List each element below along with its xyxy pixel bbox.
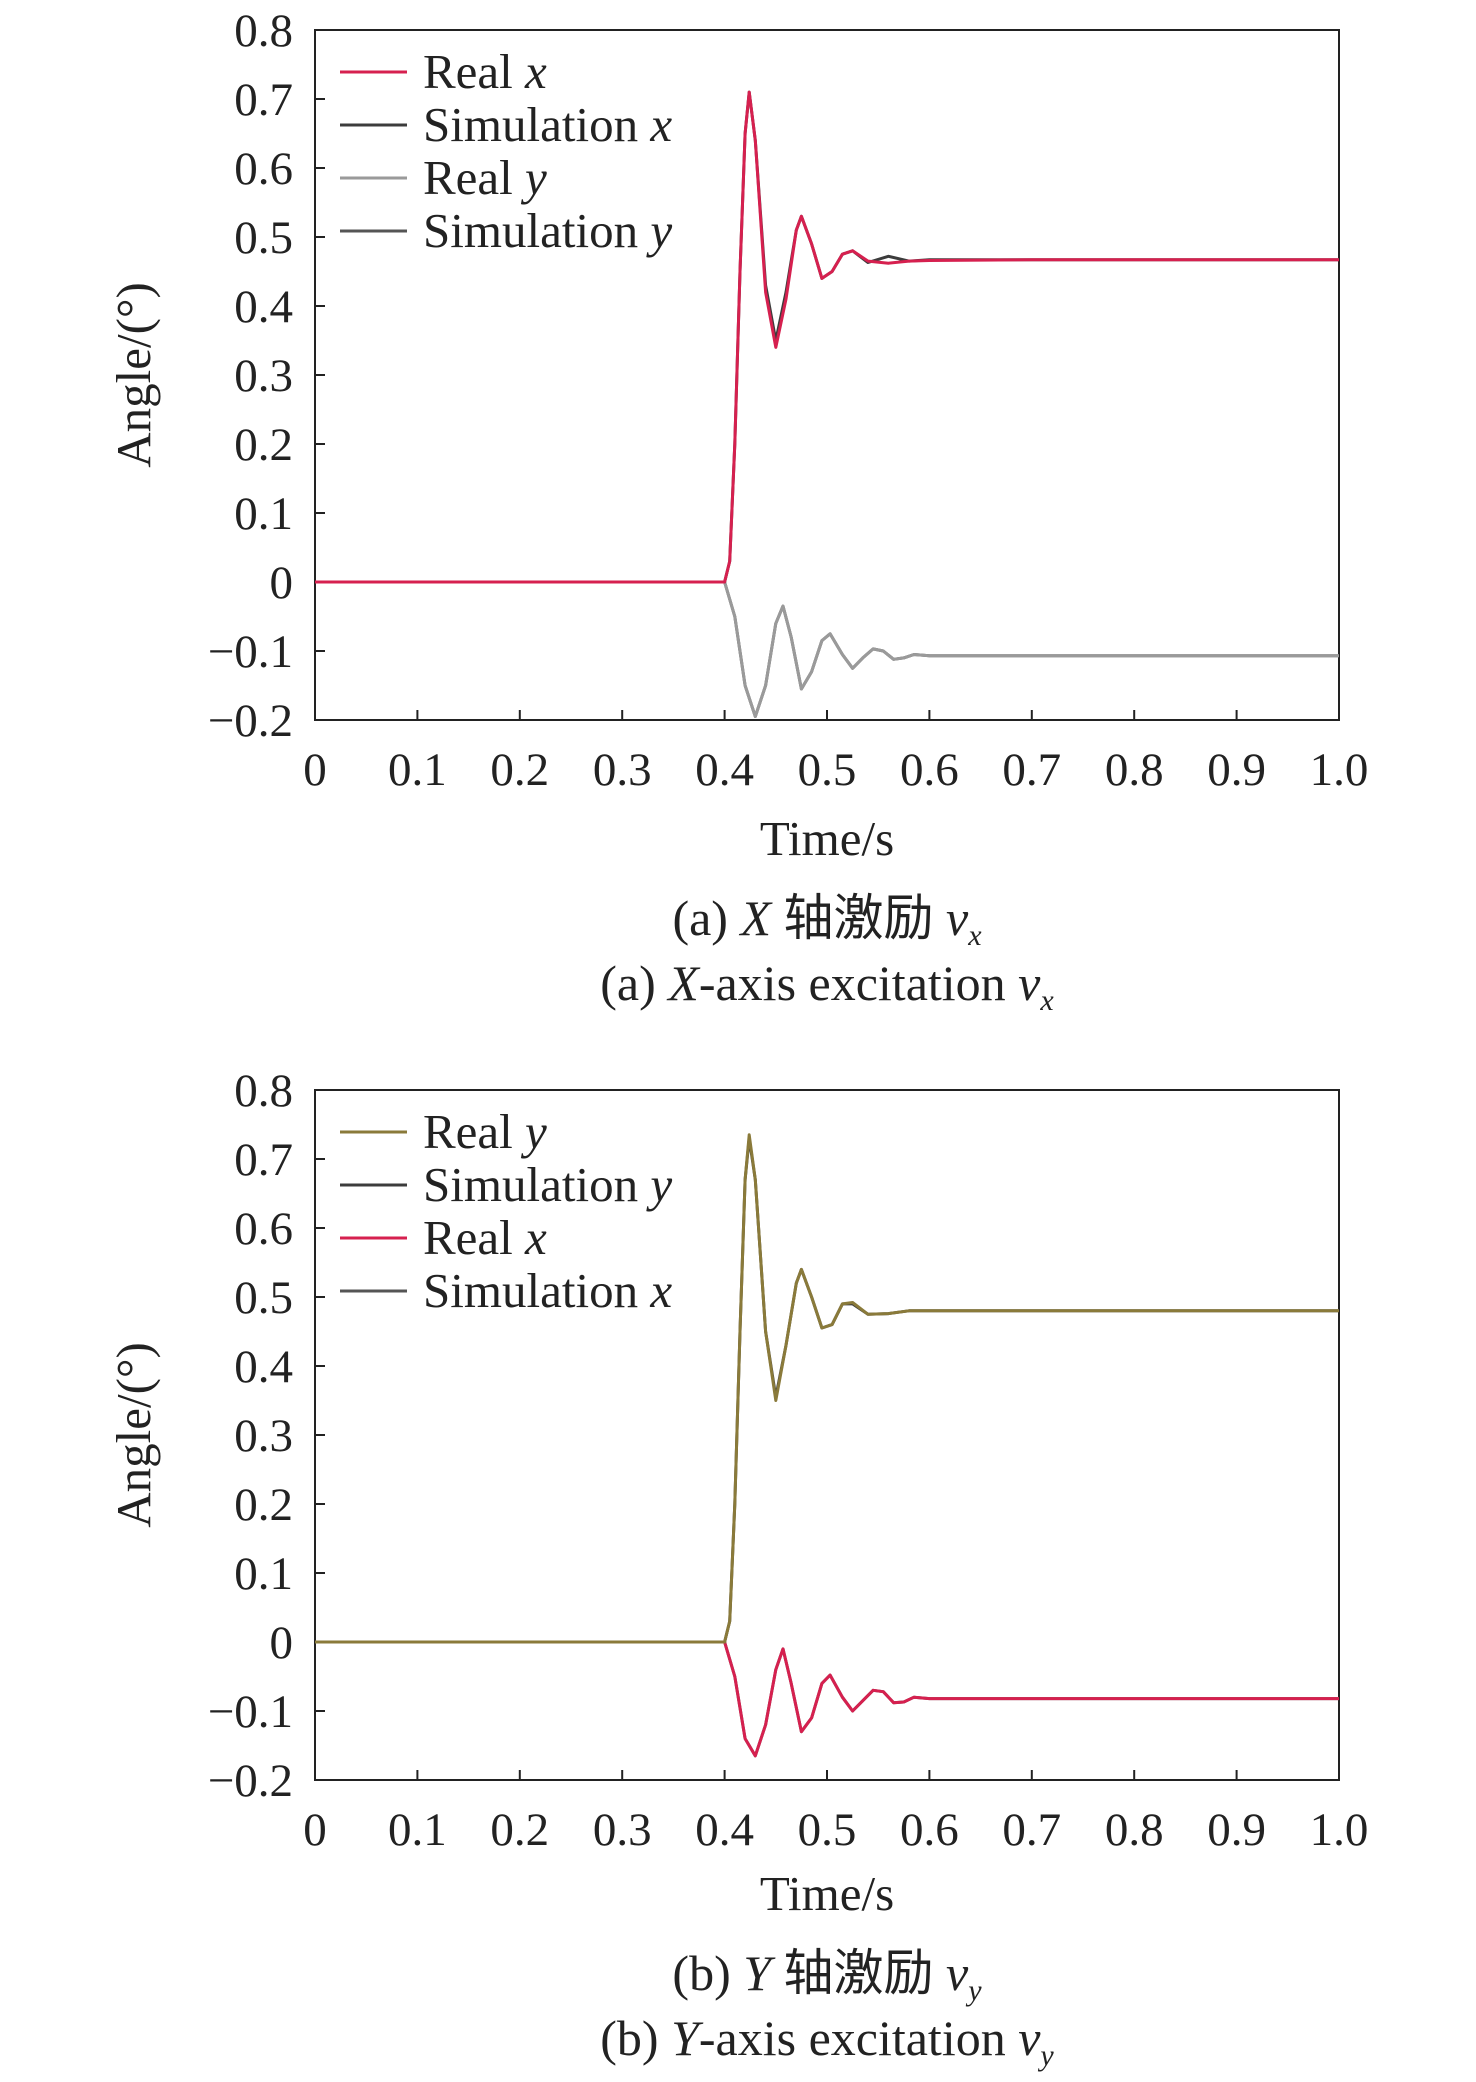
caption-cn: (a) X 轴激励 vx — [672, 890, 982, 952]
y-tick-label: 0.3 — [234, 1410, 293, 1462]
y-axis-label: Angle/(°) — [106, 282, 161, 468]
x-tick-label: 0.2 — [490, 1804, 549, 1856]
caption-en: (b) Y-axis excitation vy — [600, 2010, 1054, 2072]
x-tick-label: 0.6 — [900, 744, 959, 796]
series-line-real-x — [315, 1640, 1339, 1758]
y-tick-label: 0.2 — [234, 1479, 293, 1531]
x-tick-label: 0.5 — [798, 1804, 857, 1856]
y-tick-label: 0.8 — [234, 5, 293, 57]
legend-entry: Real y — [423, 1104, 547, 1159]
y-tick-label: −0.1 — [208, 626, 293, 678]
series-lines — [315, 90, 1339, 718]
y-tick-label: −0.2 — [208, 695, 293, 747]
y-tick-label: 0 — [270, 557, 294, 609]
x-tick-label: 0.8 — [1105, 744, 1164, 796]
x-tick-label: 0.4 — [695, 744, 754, 796]
y-tick-labels: 0.8 0.7 0.6 0.5 0.4 0.3 0.2 0.1 0 −0.1 −0.2 — [208, 1065, 293, 1807]
x-tick-label: 0.3 — [593, 744, 652, 796]
y-tick-label: −0.1 — [208, 1686, 293, 1738]
x-tick-labels: 0 0.1 0.2 0.3 0.4 0.5 0.6 0.7 0.8 0.9 1.0 — [303, 744, 1368, 796]
series-line-simulation-y — [315, 580, 1339, 718]
series-line-real-x — [315, 90, 1339, 584]
legend-entry: Real x — [423, 1210, 547, 1265]
x-tick-label: 0.2 — [490, 744, 549, 796]
x-tick-label: 0.4 — [695, 1804, 754, 1856]
y-tick-label: 0.7 — [234, 1134, 293, 1186]
y-tick-label: 0 — [270, 1617, 294, 1669]
y-tick-label: 0.2 — [234, 419, 293, 471]
legend-entry: Real x — [423, 44, 547, 99]
y-tick-label: 0.5 — [234, 212, 293, 264]
y-tick-label: 0.4 — [234, 1341, 293, 1393]
y-axis-label: Angle/(°) — [106, 1342, 161, 1528]
x-tick-label: 0 — [303, 744, 327, 796]
y-tick-label: 0.3 — [234, 350, 293, 402]
x-axis-label: Time/s — [760, 1866, 894, 1921]
x-tick-label: 0 — [303, 1804, 327, 1856]
y-tick-label: 0.7 — [234, 74, 293, 126]
legend-entry: Real y — [423, 150, 547, 205]
x-tick-labels: 0 0.1 0.2 0.3 0.4 0.5 0.6 0.7 0.8 0.9 1.0 — [303, 1804, 1368, 1856]
y-tick-label: 0.5 — [234, 1272, 293, 1324]
x-tick-label: 0.8 — [1105, 1804, 1164, 1856]
x-tick-label: 0.3 — [593, 1804, 652, 1856]
series-lines — [315, 1133, 1339, 1758]
legend-entry: Simulation y — [423, 203, 672, 258]
x-tick-label: 0.6 — [900, 1804, 959, 1856]
legend-entry: Simulation y — [423, 1157, 672, 1212]
y-tick-labels: 0.8 0.7 0.6 0.5 0.4 0.3 0.2 0.1 0 −0.1 −0.2 — [208, 5, 293, 747]
chart-panel-a: 0.80.70.60.50.40.30.20.10−0.1−0.2 0 0.1 0.… — [106, 5, 1368, 1017]
caption-cn: (b) Y 轴激励 vy — [672, 1945, 982, 2007]
x-tick-label: 0.7 — [1002, 744, 1061, 796]
y-tick-label: 0.1 — [234, 1548, 293, 1600]
x-tick-label: 0.1 — [388, 744, 447, 796]
chart-panel-b: 0.80.70.60.50.40.30.20.10−0.1−0.2 0 0.1 0.… — [106, 1065, 1368, 2072]
y-tick-label: 0.8 — [234, 1065, 293, 1117]
x-tick-label: 0.9 — [1207, 744, 1266, 796]
x-tick-label: 1.0 — [1310, 1804, 1369, 1856]
x-tick-label: 0.1 — [388, 1804, 447, 1856]
y-tick-label: 0.4 — [234, 281, 293, 333]
x-tick-label: 0.5 — [798, 744, 857, 796]
legend-entry: Simulation x — [423, 97, 672, 152]
y-tick-label: 0.6 — [234, 1203, 293, 1255]
series-line-real-y — [315, 580, 1339, 718]
caption-en: (a) X-axis excitation vx — [600, 955, 1054, 1017]
legend-entry: Simulation x — [423, 1263, 672, 1318]
x-tick-label: 0.9 — [1207, 1804, 1266, 1856]
y-tick-label: 0.6 — [234, 143, 293, 195]
y-tick-label: 0.1 — [234, 488, 293, 540]
x-tick-label: 0.7 — [1002, 1804, 1061, 1856]
x-tick-label: 1.0 — [1310, 744, 1369, 796]
series-line-real-y — [315, 1133, 1339, 1644]
y-tick-label: −0.2 — [208, 1755, 293, 1807]
x-axis-label: Time/s — [760, 811, 894, 866]
